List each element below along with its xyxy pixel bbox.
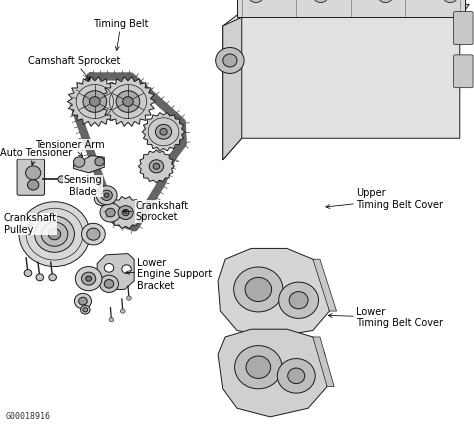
Circle shape	[27, 180, 39, 190]
Polygon shape	[313, 337, 334, 387]
Circle shape	[86, 276, 91, 281]
Circle shape	[149, 160, 164, 173]
Circle shape	[235, 346, 282, 389]
Circle shape	[36, 274, 44, 281]
Polygon shape	[218, 329, 327, 417]
Circle shape	[234, 267, 283, 312]
Circle shape	[104, 280, 114, 288]
Circle shape	[120, 309, 125, 313]
Circle shape	[109, 318, 114, 322]
Circle shape	[83, 91, 107, 112]
Circle shape	[82, 272, 96, 285]
Circle shape	[35, 216, 74, 252]
Text: Sensing
Blade: Sensing Blade	[64, 175, 103, 197]
Circle shape	[83, 308, 88, 312]
Polygon shape	[223, 4, 469, 160]
Circle shape	[41, 222, 68, 246]
Circle shape	[277, 359, 315, 393]
Circle shape	[118, 206, 133, 219]
Polygon shape	[67, 77, 122, 126]
Polygon shape	[313, 259, 337, 311]
Circle shape	[24, 270, 32, 276]
Circle shape	[153, 163, 160, 169]
Circle shape	[122, 210, 129, 216]
Circle shape	[127, 296, 131, 300]
Circle shape	[79, 297, 87, 305]
Circle shape	[104, 193, 109, 197]
Circle shape	[90, 97, 100, 106]
Circle shape	[216, 48, 244, 73]
Circle shape	[289, 292, 308, 309]
Circle shape	[101, 190, 112, 200]
Circle shape	[95, 157, 104, 166]
Circle shape	[288, 368, 305, 384]
Circle shape	[245, 277, 272, 302]
Circle shape	[49, 274, 56, 281]
Circle shape	[106, 208, 115, 217]
Polygon shape	[100, 77, 155, 126]
Circle shape	[100, 275, 118, 292]
Circle shape	[123, 97, 133, 106]
Text: Tensioner Arm: Tensioner Arm	[36, 140, 105, 156]
Circle shape	[279, 282, 319, 318]
Circle shape	[122, 265, 131, 273]
Circle shape	[81, 305, 90, 314]
Polygon shape	[223, 17, 242, 160]
Circle shape	[96, 186, 117, 205]
Circle shape	[443, 0, 458, 3]
Circle shape	[104, 264, 114, 272]
Circle shape	[246, 356, 271, 378]
Text: Upper
Timing Belt Cover: Upper Timing Belt Cover	[326, 188, 444, 210]
Circle shape	[116, 91, 140, 112]
Circle shape	[58, 176, 65, 183]
Polygon shape	[97, 254, 134, 289]
FancyBboxPatch shape	[17, 159, 45, 195]
Circle shape	[82, 223, 105, 245]
Circle shape	[75, 267, 102, 291]
Circle shape	[155, 124, 172, 139]
Polygon shape	[218, 248, 329, 337]
Polygon shape	[138, 150, 174, 183]
Text: Crankshaft
Sprocket: Crankshaft Sprocket	[123, 201, 188, 222]
Text: G00018916: G00018916	[6, 412, 51, 421]
Circle shape	[94, 192, 109, 206]
Circle shape	[248, 0, 264, 3]
FancyBboxPatch shape	[454, 55, 473, 88]
Polygon shape	[142, 113, 185, 151]
Circle shape	[19, 202, 90, 267]
Polygon shape	[73, 156, 104, 173]
Polygon shape	[108, 197, 144, 229]
Circle shape	[87, 228, 100, 240]
Text: Camshaft Sprocket: Camshaft Sprocket	[28, 56, 121, 80]
Circle shape	[100, 203, 121, 222]
Circle shape	[26, 166, 41, 180]
Circle shape	[48, 229, 61, 240]
Text: Crankshaft
Pulley: Crankshaft Pulley	[4, 213, 57, 235]
Circle shape	[313, 0, 328, 3]
Circle shape	[378, 0, 393, 3]
Polygon shape	[237, 0, 465, 17]
FancyBboxPatch shape	[454, 12, 473, 44]
Text: Lower
Engine Support
Bracket: Lower Engine Support Bracket	[126, 258, 213, 291]
Circle shape	[73, 157, 85, 167]
Circle shape	[160, 128, 167, 135]
Text: Lower
Timing Belt Cover: Lower Timing Belt Cover	[328, 307, 444, 328]
Circle shape	[74, 293, 91, 309]
Circle shape	[223, 54, 237, 67]
Text: Auto Tensioner: Auto Tensioner	[0, 148, 72, 165]
Text: Timing Belt: Timing Belt	[93, 19, 149, 51]
